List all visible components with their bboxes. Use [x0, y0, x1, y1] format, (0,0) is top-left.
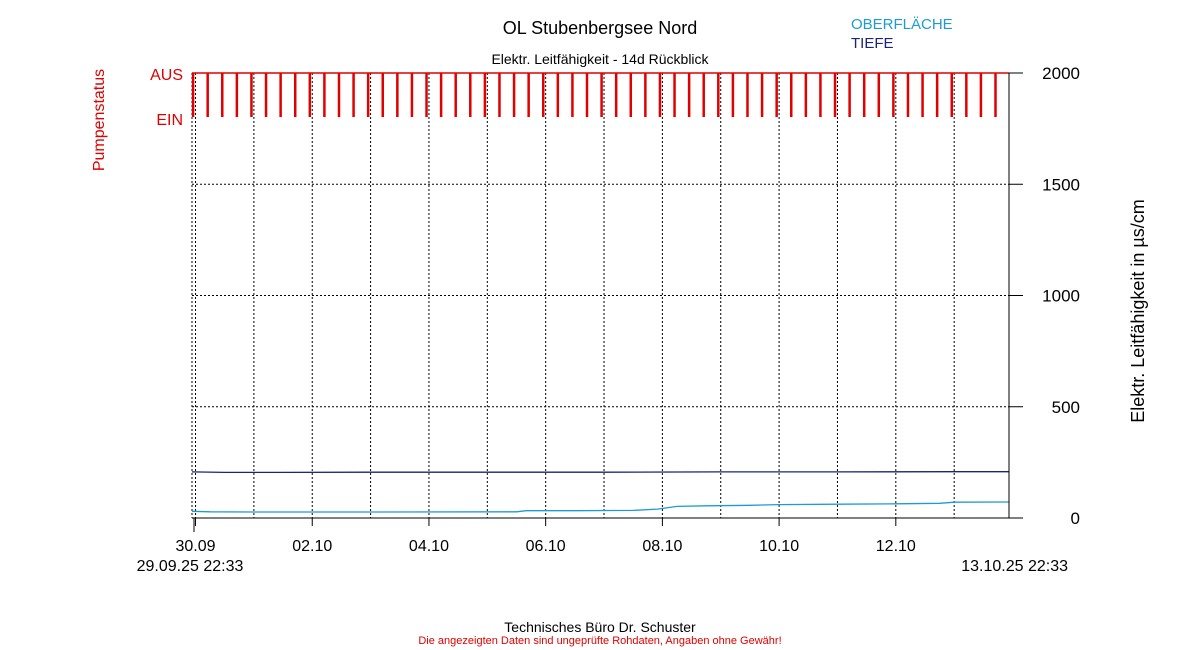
axes — [192, 72, 1023, 532]
pump-axis-title: Pumpenstatus — [91, 69, 108, 171]
series-lines — [191, 471, 1010, 513]
x-tick-label: 30.09 — [176, 538, 216, 555]
series-line-tiefe — [191, 471, 1009, 474]
axis-labels: 0 500 1000 1500 2000 30.09 02.10 04.10 06.10 08.1… — [91, 16, 1148, 575]
y-tick-label: 1000 — [1042, 287, 1080, 306]
y-axis-title: Elektr. Leitfähigkeit in µs/cm — [1128, 199, 1148, 422]
chart-title: OL Stubenbergsee Nord — [502, 18, 698, 38]
legend-entry-tiefe: TIEFE — [851, 35, 894, 52]
x-tick-label: 02.10 — [292, 538, 332, 555]
y-tick-label: 1500 — [1042, 175, 1080, 194]
footer-disclaimer: Die angezeigten Daten sind ungeprüfte Ro… — [418, 635, 782, 647]
y-tick-label: 2000 — [1042, 64, 1080, 83]
x-start-label: 29.09.25 22:33 — [137, 558, 244, 575]
y-tick-label: 500 — [1052, 398, 1080, 417]
pump-label-ein: EIN — [156, 112, 183, 129]
x-tick-label: 08.10 — [642, 538, 682, 555]
series-line-oberflaeche — [191, 501, 1010, 513]
x-tick-label: 04.10 — [409, 538, 449, 555]
y-tick-label: 0 — [1071, 509, 1080, 528]
x-end-label: 13.10.25 22:33 — [961, 558, 1068, 575]
pump-label-aus: AUS — [150, 67, 183, 84]
footer-company: Technisches Büro Dr. Schuster — [504, 619, 696, 635]
chart-subtitle: Elektr. Leitfähigkeit - 14d Rückblick — [491, 51, 709, 67]
x-tick-label: 10.10 — [759, 538, 799, 555]
pump-status-pulses — [191, 72, 1009, 117]
grid-lines — [191, 72, 1009, 518]
x-tick-label: 12.10 — [876, 538, 916, 555]
x-tick-label: 06.10 — [526, 538, 566, 555]
legend-entry-oberflaeche: OBERFLÄCHE — [851, 16, 953, 33]
